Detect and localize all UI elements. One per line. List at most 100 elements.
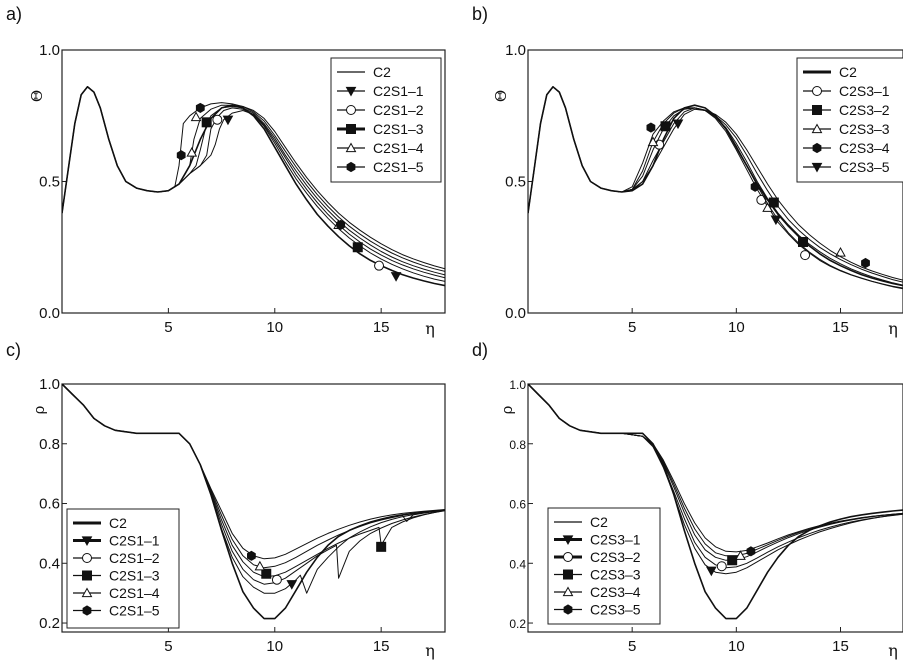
legend-marker-c2s1-3 [82,570,92,581]
x-tick-label: 10 [266,319,283,336]
data-point-c2s1-5 [247,550,256,561]
x-tick-label: 15 [832,638,849,655]
plot-frame [527,383,903,633]
y-tick-label: 0.2 [509,617,526,631]
legend-marker-c2s1-1 [81,536,93,547]
legend-label-c2s1-4: C2S1–4 [109,585,160,601]
data-point-c2s3-4 [735,550,746,560]
data-point-c2s1-5 [176,150,186,161]
panel-c: c)0.20.40.60.81.05 10 15ρηC2C2S1–1C2S1–2C2… [6,340,446,660]
y-tick-label: 1.0 [509,378,526,392]
data-point-c2s3-4 [861,257,870,269]
data-point-c2s3-3 [727,555,738,566]
legend-marker-c2s3-5 [563,604,573,615]
legend-label-c2s3-4: C2S3–4 [839,140,890,156]
plot-frame [61,383,446,633]
series-group [528,86,903,290]
y-axis-label: ρ [498,405,516,414]
y-tick-label: 0.6 [509,498,526,512]
legend: C2 C2S3–1 C2S3–2 C2S3–3 C2S3–4 C2S3–5 [796,57,903,183]
legend-marker-c2s3-4 [812,142,822,154]
y-tick-label: 0.2 [39,615,60,632]
y-tick-label: 1.0 [39,42,60,59]
legend-label-c2s1-3: C2S1–3 [109,568,160,584]
series-line-c2s3-5 [528,86,903,289]
y-tick-label: 0.8 [509,438,526,452]
legend-marker-c2s1-2 [82,553,92,563]
series-group [62,384,445,620]
x-tick-label: 5 [164,638,172,655]
legend-label-c2s3-5: C2S3–5 [839,159,890,175]
panel-label: a) [6,4,22,24]
data-point-c2s1-4 [186,147,198,157]
series-group [62,86,445,287]
data-point-c2s3-5 [770,215,782,226]
data-point-c2s1-3 [376,541,387,552]
x-axis-label: η [888,641,898,660]
x-tick-label: 5 [628,319,636,336]
data-point-c2s3-1 [800,250,811,261]
legend-marker-c2s3-5 [811,162,823,173]
y-tick-label: 1.0 [39,376,60,393]
legend-marker-c2s1-2 [346,105,356,115]
legend-label-c2s3-5: C2S3–5 [590,602,641,618]
legend-marker-c2s1-5 [82,605,92,616]
y-tick-label: 1.0 [505,42,526,59]
legend-marker-c2s3-2 [812,105,822,115]
y-tick-label: 0.4 [509,557,526,571]
legend-label-c2s3-2: C2S3–2 [590,549,641,565]
legend-label-c2: C2 [839,64,857,80]
panel-label: b) [472,4,488,24]
x-axis-label: η [888,319,898,338]
legend-marker-c2s1-4 [345,142,357,153]
legend-label-c2s1-2: C2S1–2 [109,550,160,566]
x-tick-label: 15 [373,638,390,655]
panel-a: a) 0.0 0.5 1.0 5 10 15 Θη C2C2S1–1C2S1–2C2S1–3C2… [6,4,446,338]
legend-marker-c2s1-3 [346,124,356,134]
data-point-c2s3-2 [798,236,808,247]
x-tick-label: 10 [266,638,283,655]
data-point-c2s1-3 [261,568,272,579]
data-point-c2s1-2 [271,574,282,585]
x-tick-label: 5 [164,319,172,336]
legend-label-c2s3-1: C2S3–1 [839,83,890,99]
y-tick-label: 0.5 [39,174,60,191]
data-point-c2s3-2 [768,197,779,208]
x-tick-label: 5 [628,638,636,655]
legend-label-c2s3-3: C2S3–3 [839,121,890,137]
x-axis-label: η [425,319,435,338]
y-tick-label: 0.8 [39,436,60,453]
x-axis-label: η [425,641,435,660]
legend-marker-c2s3-1 [812,86,822,96]
y-axis-label: Θ [28,90,46,102]
legend-label-c2s3-2: C2S3–2 [839,102,890,118]
legend-label-c2s1-4: C2S1–4 [373,140,424,156]
legend-marker-c2s3-3 [811,123,823,134]
data-point-c2s3-5 [746,546,756,557]
y-tick-label: 0.4 [39,555,60,572]
legend-label-c2s3-3: C2S3–3 [590,567,641,583]
data-point-c2s1-4 [254,560,266,571]
legend-label-c2s3-1: C2S3–1 [590,532,641,548]
legend-label-c2s1-2: C2S1–2 [373,102,424,118]
data-point-c2s1-3 [201,117,212,128]
x-tick-label: 15 [832,319,849,336]
x-tick-label: 15 [373,319,390,336]
y-axis-label: ρ [30,405,48,414]
legend-label-c2s1-5: C2S1–5 [109,603,160,619]
y-tick-label: 0.0 [39,305,60,322]
data-point-c2s1-5 [195,102,205,113]
data-point-c2s1-2 [374,260,385,271]
data-point-c2s3-5 [672,119,684,130]
data-point-c2s1-1 [286,580,298,590]
data-point-c2s1-5 [336,219,346,230]
panel-d: d)0.20.40.60.81.05 10 15ρηC2C2S3–1C2S3–2C2… [472,340,903,660]
legend-box [547,507,661,625]
panel-b: b)0.00.51.05 10 15ΘηC2C2S3–1C2S3–2C2S3–3C2… [472,4,903,338]
data-point-c2s3-1 [705,566,717,577]
legend-marker-c2s1-5 [346,161,356,173]
